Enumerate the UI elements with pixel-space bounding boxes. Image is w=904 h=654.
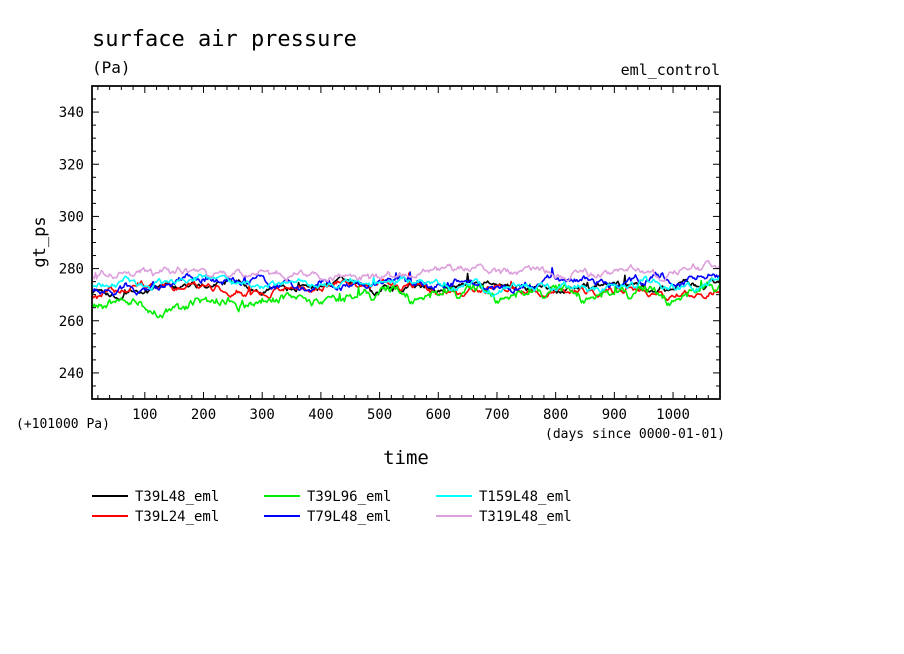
x-tick-label: 1000 [656,407,690,423]
x-tick-label: 100 [132,407,157,423]
series-layer [91,85,721,400]
y-axis-label: gt_ps [30,216,50,267]
legend-label: T159L48_eml [479,489,572,505]
x-axis-label: time [383,447,429,469]
y-tick-label: 300 [59,209,84,225]
series-line [91,259,721,283]
tick-layer: 100 200 300 400 500 600 700 800 900 1000 240 260 280… [59,85,721,423]
x-tick-label: 600 [426,407,451,423]
plot-area: 100 200 300 400 500 600 700 800 900 1000 240 260 280… [59,85,721,423]
plot-frame [91,85,721,400]
x-tick-label: 200 [191,407,216,423]
y-tick-label: 260 [59,314,84,330]
experiment-label: eml_control [621,61,720,79]
x-tick-label: 900 [602,407,627,423]
time-units-note: (days since 0000-01-01) [545,427,725,442]
legend: T39L48_eml T39L24_eml T39L96_eml T79L48_eml… [92,489,572,525]
x-tick-label: 300 [250,407,275,423]
units-label: (Pa) [92,58,131,77]
x-tick-label: 500 [367,407,392,423]
y-tick-label: 240 [59,366,84,382]
y-tick-label: 320 [59,157,84,173]
chart-title: surface air pressure [92,27,357,52]
x-tick-label: 700 [484,407,509,423]
legend-label: T79L48_eml [307,509,391,525]
plot-frame-top [91,85,721,400]
x-tick-label: 800 [543,407,568,423]
legend-label: T319L48_eml [479,509,572,525]
legend-label: T39L96_eml [307,489,391,505]
y-tick-label: 280 [59,262,84,278]
series-line [91,273,721,298]
legend-label: T39L24_eml [135,509,219,525]
offset-note: (+101000 Pa) [16,417,110,432]
x-tick-label: 400 [308,407,333,423]
y-tick-label: 340 [59,105,84,121]
legend-label: T39L48_eml [135,489,219,505]
